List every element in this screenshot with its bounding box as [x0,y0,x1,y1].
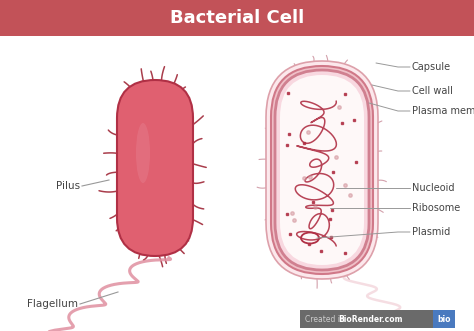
Text: Plasma membrane: Plasma membrane [412,106,474,116]
Text: Bacterial Cell: Bacterial Cell [170,9,304,27]
Text: BioRender.com: BioRender.com [338,314,402,323]
Text: Capsule: Capsule [412,62,451,72]
Text: Ribosome: Ribosome [412,203,460,213]
FancyBboxPatch shape [117,80,193,256]
Text: Nucleoid: Nucleoid [412,183,455,193]
FancyBboxPatch shape [275,70,369,270]
FancyBboxPatch shape [271,66,373,274]
Text: Created in: Created in [305,314,347,323]
Bar [0,0,474,36]
Bar [433,310,455,328]
Text: Cell wall: Cell wall [412,86,453,96]
FancyBboxPatch shape [280,75,364,265]
Text: Plasmid: Plasmid [412,227,450,237]
Bar [300,310,455,328]
Text: Pilus: Pilus [56,181,80,191]
FancyBboxPatch shape [266,61,378,279]
Text: Flagellum: Flagellum [27,299,78,309]
Ellipse shape [136,123,150,183]
Text: bio: bio [437,314,451,323]
